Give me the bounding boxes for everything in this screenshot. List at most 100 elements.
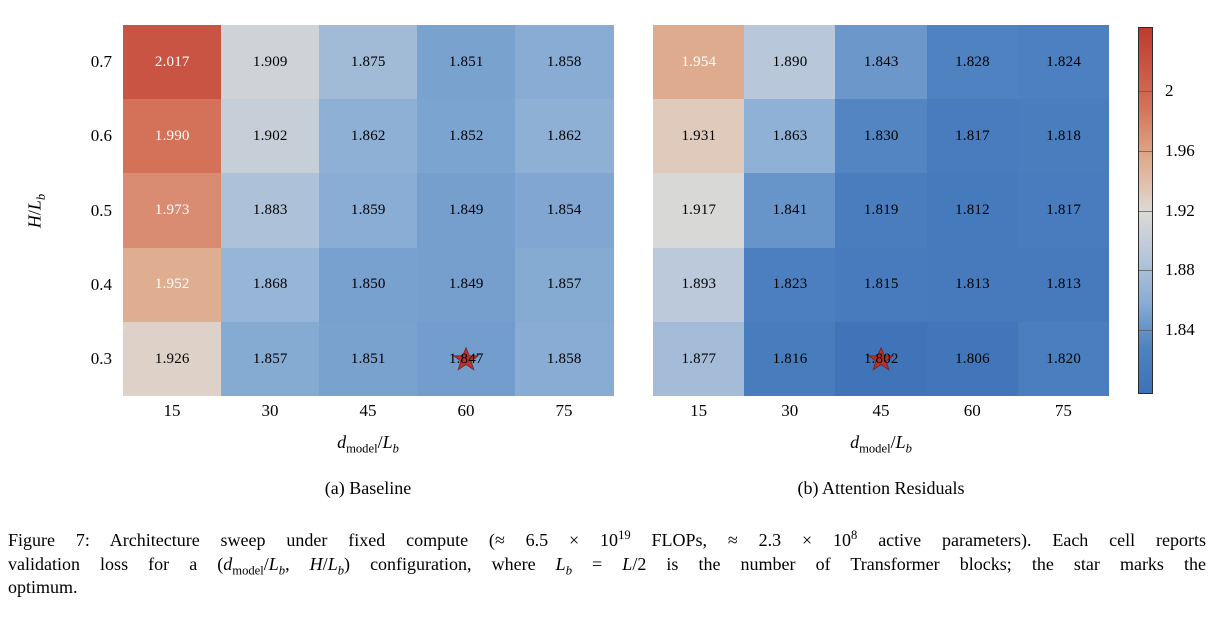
cell-value: 1.902 [252,128,288,145]
x-axis-label: dmodel/Lb [850,432,912,456]
heatmap-cell: 1.893 [653,247,745,323]
colorbar-gradient [1138,27,1153,394]
heatmap-cell: 1.802 [835,321,928,397]
heatmap-cell: 2.017 [123,25,222,100]
heatmap-cell: 1.858 [515,321,614,397]
cell-value: 1.813 [1046,276,1082,293]
heatmap-cell: 1.819 [835,173,928,249]
panel-title: (b) Attention Residuals [797,478,965,498]
heatmap-cell: 1.843 [835,25,928,100]
heatmap-cell: 1.862 [515,99,614,174]
y-tick-label: 0.7 [90,52,112,72]
cell-value: 1.858 [546,53,582,70]
colorbar-tick [1139,91,1152,93]
cell-value: 1.868 [252,276,288,293]
heatmap-cell: 1.868 [221,247,320,323]
heatmap-cell: 1.816 [744,321,836,397]
heatmap-cell: 1.954 [653,25,745,100]
cell-value: 1.819 [863,202,899,219]
heatmap-cell: 1.902 [221,99,320,174]
cell-value: 1.823 [772,276,808,293]
cell-value: 1.857 [546,276,582,293]
heatmap-cell: 1.849 [417,173,516,249]
x-tick-label: 60 [963,401,981,420]
cell-value: 1.817 [1046,202,1082,219]
cell-value: 1.862 [350,128,386,145]
x-tick-label: 15 [163,401,181,420]
cell-value: 1.849 [448,202,484,219]
heatmap-cell: 1.823 [744,247,836,323]
colorbar-tick-label: 1.88 [1165,260,1195,280]
y-tick-label: 0.6 [90,126,112,146]
heatmap-cell: 1.847 [417,321,516,397]
cell-value: 1.859 [350,202,386,219]
cell-value: 1.973 [154,202,190,219]
cell-value: 1.877 [681,350,717,367]
heatmap-cell: 1.990 [123,99,222,174]
x-tick-label: 60 [457,401,475,420]
figure-caption: Figure 7: Architecture sweep under fixed… [8,529,1206,600]
cell-value: 1.806 [955,350,990,367]
heatmap-cell: 1.883 [221,173,320,249]
cell-value: 1.843 [863,53,899,70]
heatmap-cell: 1.859 [319,173,418,249]
colorbar-tick [1139,210,1152,212]
cell-value: 1.818 [1046,128,1082,145]
heatmap-cell: 1.952 [123,247,222,323]
cell-value: 1.852 [448,128,484,145]
cell-value: 1.816 [772,350,808,367]
heatmap-cell: 1.909 [221,25,320,100]
heatmap-grid-baseline: 2.017 1.909 1.875 1.851 1.858 1.990 1.902 1.862… [123,25,614,397]
cell-value: 1.917 [681,202,717,219]
colorbar-tick [1139,270,1152,272]
heatmap-cell: 1.813 [926,247,1019,323]
cell-value: 1.820 [1046,350,1082,367]
heatmap-cell: 1.973 [123,173,222,249]
cell-value: 1.817 [955,128,990,145]
heatmap-cell: 1.875 [319,25,418,100]
colorbar-tick-label: 1.96 [1165,140,1195,160]
x-tick-label: 75 [555,401,573,420]
cell-value: 1.893 [681,276,717,293]
x-axis-label: dmodel/Lb [337,432,399,456]
x-tick-label: 45 [872,401,890,420]
colorbar-tick-label: 2 [1165,81,1174,101]
cell-value: 1.812 [955,202,990,219]
heatmap-cell: 1.851 [417,25,516,100]
cell-value: 1.857 [252,350,288,367]
heatmap-cell: 1.857 [221,321,320,397]
cell-value: 1.990 [154,128,190,145]
cell-value: 1.926 [154,350,190,367]
heatmap-cell: 1.890 [744,25,836,100]
heatmap-cell: 1.851 [319,321,418,397]
x-tick-label: 30 [781,401,799,420]
heatmap-cell: 1.849 [417,247,516,323]
cell-value: 1.909 [252,53,288,70]
cell-value: 1.802 [863,350,899,367]
cell-value: 1.851 [448,53,484,70]
cell-value: 2.017 [154,53,190,70]
cell-value: 1.815 [863,276,899,293]
heatmap-cell: 1.806 [926,321,1019,397]
colorbar-tick-label: 1.84 [1165,319,1195,339]
heatmap-cell: 1.815 [835,247,928,323]
y-tick-label: 0.4 [90,274,112,294]
heatmap-cell: 1.857 [515,247,614,323]
cell-value: 1.863 [772,128,808,145]
cell-value: 1.954 [681,53,717,70]
cell-value: 1.824 [1046,53,1082,70]
x-tick-label: 30 [261,401,279,420]
panel-title: (a) Baseline [324,478,412,498]
heatmap-cell: 1.813 [1017,247,1110,323]
cell-value: 1.851 [350,350,386,367]
y-axis-label: H/Lb [24,193,49,228]
cell-value: 1.883 [252,202,288,219]
heatmap-cell: 1.850 [319,247,418,323]
heatmap-cell: 1.852 [417,99,516,174]
heatmap-grid-attention-residuals: 1.954 1.890 1.843 1.828 1.824 1.931 1.863 1.830… [653,25,1110,397]
colorbar-tick [1139,329,1152,331]
cell-value: 1.813 [955,276,990,293]
cell-value: 1.890 [772,53,808,70]
cell-value: 1.850 [350,276,386,293]
heatmap-cell: 1.820 [1017,321,1110,397]
